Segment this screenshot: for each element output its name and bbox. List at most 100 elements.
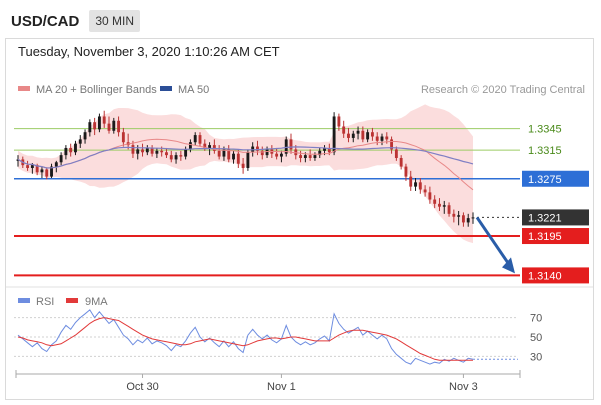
level-label-3: 1.3221 <box>528 212 562 224</box>
candle-body <box>16 159 20 161</box>
candle-body <box>370 132 374 137</box>
level-badge-3 <box>522 209 589 226</box>
candle-body <box>198 135 202 144</box>
level-label-2: 1.3275 <box>528 174 562 186</box>
candle-body <box>232 153 235 160</box>
candle-body <box>375 136 379 141</box>
candle-body <box>428 192 432 200</box>
candle-body <box>78 139 82 144</box>
time-tick-label-0: Oct 30 <box>126 381 158 393</box>
price-panel: 1.3345 1.3315 1.3275 1.3221 1.3195 1.3140 <box>14 104 589 284</box>
level-label-5: 1.3140 <box>528 270 562 282</box>
candle-body <box>366 132 370 140</box>
rsi-tick-label-2: 30 <box>530 351 542 363</box>
candle-body <box>275 153 279 157</box>
candle-body <box>399 157 403 167</box>
candle-body <box>160 150 164 153</box>
price-legend: MA 20 + Bollinger Bands MA 50 Research ©… <box>18 84 585 96</box>
candle-body <box>165 152 168 156</box>
level-badge-4 <box>522 228 589 245</box>
candle-body <box>433 199 437 204</box>
chart-header: USD/CAD 30 MIN <box>5 7 141 35</box>
candle-body <box>69 147 73 153</box>
candle-body <box>203 143 207 148</box>
candle-body <box>438 203 441 207</box>
candle-body <box>299 155 303 158</box>
rsi-legend: RSI 9MA <box>18 296 108 308</box>
candle-body <box>102 116 106 124</box>
candle-body <box>112 120 116 131</box>
candle-body <box>93 122 97 130</box>
ma20-legend-label: MA 20 + Bollinger Bands <box>36 84 157 96</box>
candle-body <box>461 215 465 223</box>
candle-body <box>50 166 53 177</box>
candle-body <box>54 162 58 167</box>
candle-body <box>155 150 159 154</box>
timeframe-badge[interactable]: 30 MIN <box>89 10 141 32</box>
candle-body <box>423 189 427 193</box>
timestamp: Tuesday, November 3, 2020 1:10:26 AM CET <box>18 44 280 59</box>
candle-body <box>442 205 446 207</box>
candle-body <box>217 150 221 157</box>
candle-body <box>256 146 259 151</box>
candle-body <box>59 155 63 163</box>
candle-body <box>284 139 288 154</box>
candle-body <box>179 155 183 157</box>
candle-body <box>380 136 384 141</box>
candle-body <box>342 126 346 134</box>
candle-body <box>74 143 77 153</box>
ma20-legend-swatch <box>18 86 30 91</box>
candle-body <box>227 149 231 160</box>
ma50-legend-swatch <box>160 86 172 91</box>
candle-body <box>246 152 250 169</box>
forecast-arrow-head <box>502 257 515 274</box>
candle-body <box>323 147 326 151</box>
candle-body <box>294 149 298 156</box>
level-badge-5 <box>522 267 589 284</box>
candle-body <box>208 145 212 148</box>
candle-body <box>351 133 355 138</box>
candle-body <box>174 155 178 160</box>
ma50-legend-label: MA 50 <box>178 84 209 96</box>
candle-body <box>404 166 408 177</box>
candle-body <box>131 145 135 154</box>
candle-body <box>409 176 413 187</box>
candle-body <box>265 149 269 156</box>
candle-body <box>30 165 34 169</box>
candle-body <box>188 142 192 150</box>
rsi-tick-label-0: 70 <box>530 313 542 325</box>
candle-body <box>26 165 30 169</box>
candle-body <box>184 149 188 157</box>
rsi-legend-label: RSI <box>36 296 54 308</box>
candle-body <box>169 155 173 160</box>
candle-body <box>40 169 44 173</box>
rsi-legend-swatch <box>18 298 30 303</box>
rsi-series-1 <box>17 317 473 361</box>
candle-body <box>337 116 341 127</box>
candle-body <box>318 150 322 156</box>
candle-body <box>394 149 398 158</box>
candle-body <box>117 120 121 133</box>
level-label-4: 1.3195 <box>528 231 562 243</box>
candle-body <box>136 149 140 154</box>
bollinger-band <box>18 104 473 244</box>
rsi-series-0 <box>17 309 474 365</box>
candle-body <box>193 135 197 143</box>
candle-body <box>414 182 417 187</box>
candle-body <box>150 147 154 154</box>
candle-body <box>418 182 422 190</box>
candle-body <box>121 132 125 143</box>
level-badge-2 <box>522 170 589 187</box>
candle-body <box>279 153 283 157</box>
candle-body <box>356 130 360 134</box>
ma50-line <box>17 146 474 169</box>
level-label-0: 1.3345 <box>528 124 562 136</box>
candle-body <box>141 149 144 153</box>
chart-frame <box>5 38 594 400</box>
candle-body <box>45 169 49 177</box>
candle-body <box>303 155 307 158</box>
candle-body <box>452 213 456 217</box>
candle-body <box>222 149 226 157</box>
candle-body <box>35 165 39 173</box>
